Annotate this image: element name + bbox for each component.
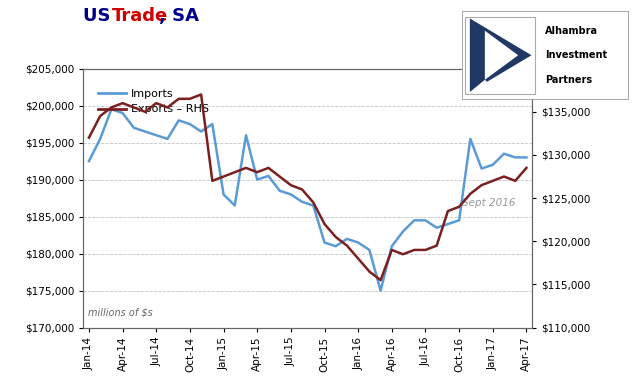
Text: Investment: Investment (545, 50, 607, 60)
Polygon shape (470, 80, 498, 92)
Text: Alhambra: Alhambra (545, 26, 598, 36)
Polygon shape (470, 18, 531, 92)
Text: Partners: Partners (545, 75, 592, 85)
Polygon shape (485, 31, 518, 80)
Text: , SA: , SA (159, 7, 199, 25)
Bar (465, 17, 535, 94)
Text: Trade: Trade (112, 7, 169, 25)
Text: Sept 2016: Sept 2016 (463, 198, 516, 208)
Text: US: US (83, 7, 117, 25)
Text: millions of $s: millions of $s (88, 307, 153, 317)
Legend: Imports, Exports – RHS: Imports, Exports – RHS (94, 85, 213, 119)
